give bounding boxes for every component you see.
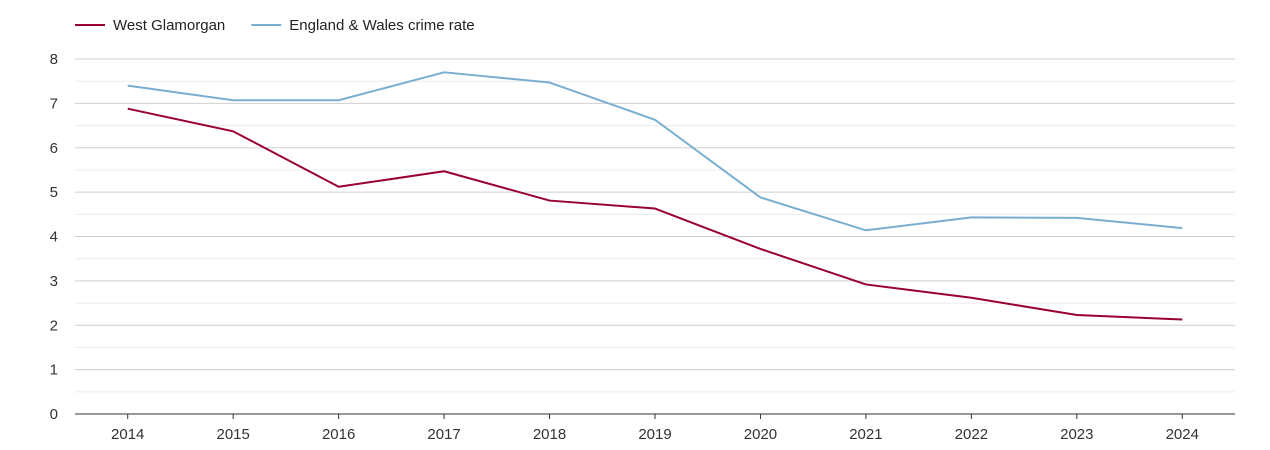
y-tick-label: 6 — [50, 140, 58, 157]
y-tick-label: 2 — [50, 317, 58, 334]
x-tick-label: 2016 — [322, 426, 355, 443]
x-tick-label: 2017 — [427, 426, 460, 443]
x-tick-label: 2014 — [111, 426, 144, 443]
series-line-1 — [127, 71, 1183, 232]
legend-label: England & Wales crime rate — [289, 17, 474, 34]
y-tick-label: 1 — [50, 362, 58, 379]
series-line-0 — [127, 107, 1183, 321]
x-axis: 2014 2015 2016 2017 2018 2019 2020 2021 2022 2023… — [111, 414, 1199, 443]
y-tick-label: 3 — [50, 273, 58, 290]
x-tick-label: 2018 — [533, 426, 566, 443]
x-tick-label: 2015 — [216, 426, 249, 443]
y-axis: 0 1 2 3 4 5 6 7 8 — [50, 51, 58, 423]
legend-label: West Glamorgan — [113, 17, 225, 34]
x-tick-label: 2024 — [1166, 426, 1199, 443]
series-lines — [127, 71, 1183, 321]
x-tick-label: 2021 — [849, 426, 882, 443]
y-tick-label: 8 — [50, 51, 58, 68]
x-tick-label: 2020 — [744, 426, 777, 443]
y-tick-label: 0 — [50, 406, 58, 423]
legend: West Glamorgan England & Wales crime rate — [75, 17, 475, 34]
legend-item-1[interactable]: England & Wales crime rate — [251, 17, 475, 34]
y-tick-label: 7 — [50, 95, 58, 112]
y-tick-label: 4 — [50, 229, 58, 246]
y-tick-label: 5 — [50, 184, 58, 201]
grid — [75, 58, 1235, 415]
x-tick-label: 2019 — [638, 426, 671, 443]
x-tick-label: 2023 — [1060, 426, 1093, 443]
legend-item-0[interactable]: West Glamorgan — [75, 17, 225, 34]
x-tick-label: 2022 — [955, 426, 988, 443]
